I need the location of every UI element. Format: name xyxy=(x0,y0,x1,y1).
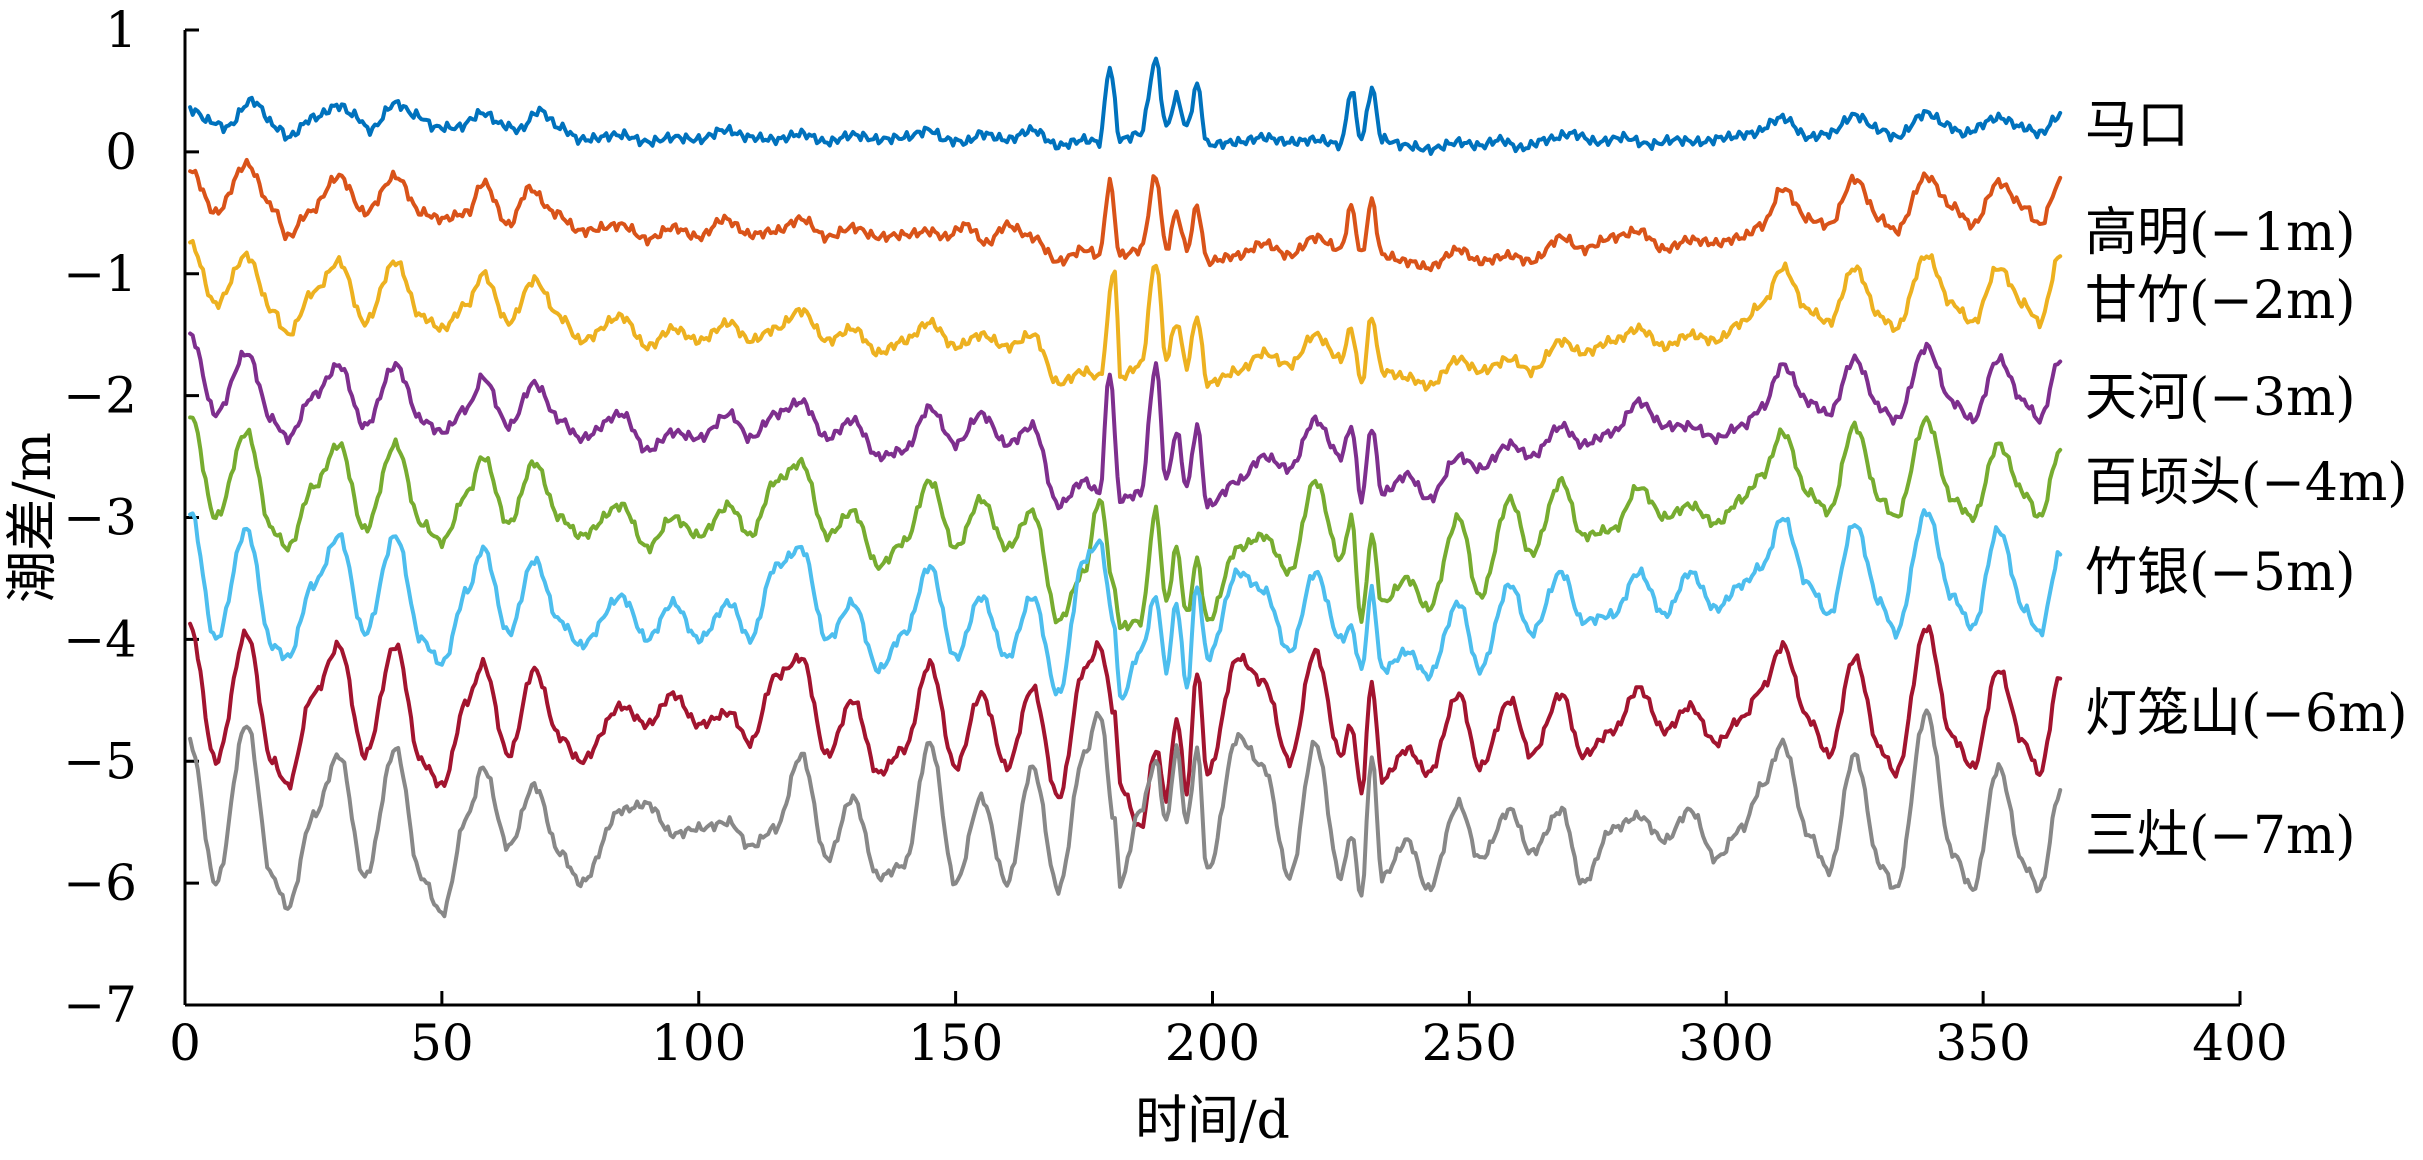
y-tick-label: −1 xyxy=(63,245,137,303)
x-tick-label: 400 xyxy=(2192,1014,2287,1072)
y-tick-label: 1 xyxy=(105,1,137,59)
series-label: 竹银(−5m) xyxy=(2085,543,2356,603)
series-label: 马口 xyxy=(2085,96,2189,156)
series-label: 天河(−3m) xyxy=(2085,368,2356,428)
series-line-5 xyxy=(188,508,2063,701)
series-line-0 xyxy=(188,56,2063,156)
x-tick-label: 0 xyxy=(169,1014,201,1072)
y-tick-label: −5 xyxy=(63,732,137,790)
series-line-2 xyxy=(188,239,2063,392)
series-layer xyxy=(188,56,2063,919)
y-tick-label: −4 xyxy=(63,610,137,668)
series-line-4 xyxy=(188,415,2063,632)
y-axis-title: 潮差/m xyxy=(3,432,63,603)
x-axis-title: 时间/d xyxy=(1135,1091,1290,1151)
series-line-1 xyxy=(188,157,2063,273)
x-tick-label: 100 xyxy=(651,1014,746,1072)
x-tick-label: 150 xyxy=(908,1014,1003,1072)
y-tick-label: −3 xyxy=(63,489,137,547)
x-tick-label: 200 xyxy=(1165,1014,1260,1072)
series-line-6 xyxy=(188,621,2063,829)
x-tick-label: 350 xyxy=(1935,1014,2030,1072)
y-tick-label: −2 xyxy=(63,367,137,425)
series-line-7 xyxy=(188,708,2063,919)
x-tick-label: 300 xyxy=(1679,1014,1774,1072)
x-tick-label: 50 xyxy=(410,1014,474,1072)
series-label: 三灶(−7m) xyxy=(2085,806,2356,866)
plot-axes: 0 50 100 150 200 250 300 350 400 1 0 −1 −2 −3 −4 −5 −6 −7 xyxy=(63,1,2287,1072)
y-tick-label: −7 xyxy=(63,976,137,1034)
series-line-3 xyxy=(188,331,2063,511)
series-label: 灯笼山(−6m) xyxy=(2085,684,2408,744)
y-tick-label: −6 xyxy=(63,854,137,912)
series-label: 百顷头(−4m) xyxy=(2085,453,2408,513)
series-label: 高明(−1m) xyxy=(2085,203,2356,263)
y-tick-label: 0 xyxy=(105,123,137,181)
series-label: 甘竹(−2m) xyxy=(2085,271,2356,331)
x-tick-label: 250 xyxy=(1422,1014,1517,1072)
